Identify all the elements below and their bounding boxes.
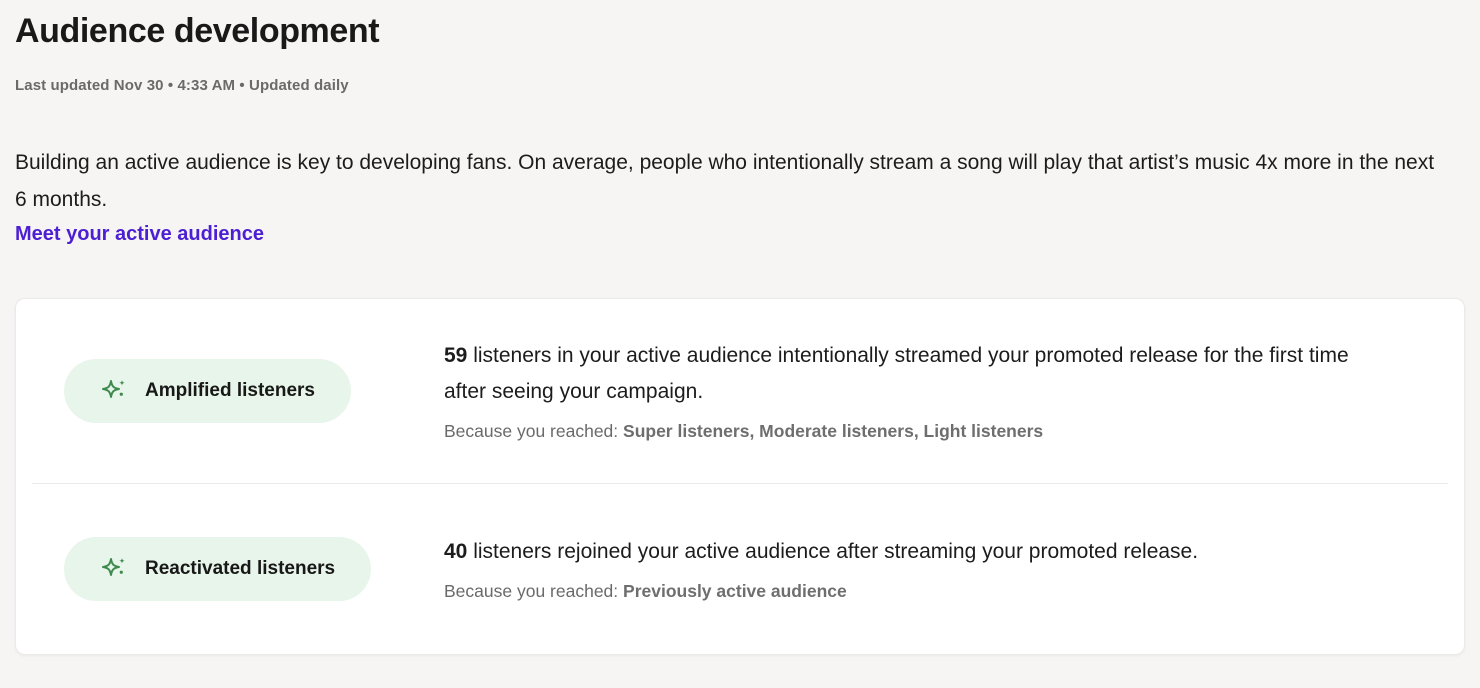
sparkle-icon [102, 558, 125, 576]
text-column: 40 listeners rejoined your active audien… [444, 534, 1419, 604]
reached-segments: Previously active audience [623, 581, 847, 601]
reached-prefix: Because you reached: [444, 421, 624, 441]
reached-text: Because you reached: Super listeners, Mo… [444, 418, 1379, 444]
badge-label: Amplified listeners [145, 380, 315, 401]
amplified-listeners-badge: Amplified listeners [64, 359, 351, 423]
reached-prefix: Because you reached: [444, 581, 624, 601]
stat-value: 40 [444, 540, 468, 563]
reactivated-listeners-row: Reactivated listeners 40 listeners rejoi… [16, 484, 1464, 654]
badge-column: Reactivated listeners [16, 537, 444, 601]
stat-value: 59 [444, 344, 468, 367]
meet-active-audience-link[interactable]: Meet your active audience [15, 223, 264, 245]
reached-segments: Super listeners, Moderate listeners, Lig… [623, 421, 1044, 441]
audience-development-card: Amplified listeners 59 listeners in your… [15, 298, 1465, 655]
last-updated-text: Last updated Nov 30 • 4:33 AM • Updated … [15, 77, 349, 94]
audience-development-page: { "header": { "title": "Audience develop… [0, 12, 1480, 688]
stat-text: 40 listeners rejoined your active audien… [444, 534, 1379, 570]
badge-label: Reactivated listeners [145, 558, 336, 579]
page-container: Audience development Last updated Nov 30… [0, 12, 1480, 655]
badge-column: Amplified listeners [16, 359, 444, 423]
sparkle-icon [102, 380, 125, 398]
reached-text: Because you reached: Previously active a… [444, 578, 1379, 604]
stat-text: 59 listeners in your active audience int… [444, 338, 1379, 410]
page-title: Audience development [15, 12, 380, 50]
text-column: 59 listeners in your active audience int… [444, 338, 1419, 444]
reactivated-listeners-badge: Reactivated listeners [64, 537, 372, 601]
row-divider [32, 483, 1448, 484]
stat-description: listeners in your active audience intent… [444, 344, 1349, 403]
stat-description: listeners rejoined your active audience … [467, 540, 1199, 563]
amplified-listeners-row: Amplified listeners 59 listeners in your… [16, 299, 1464, 483]
intro-description: Building an active audience is key to de… [15, 151, 1435, 211]
